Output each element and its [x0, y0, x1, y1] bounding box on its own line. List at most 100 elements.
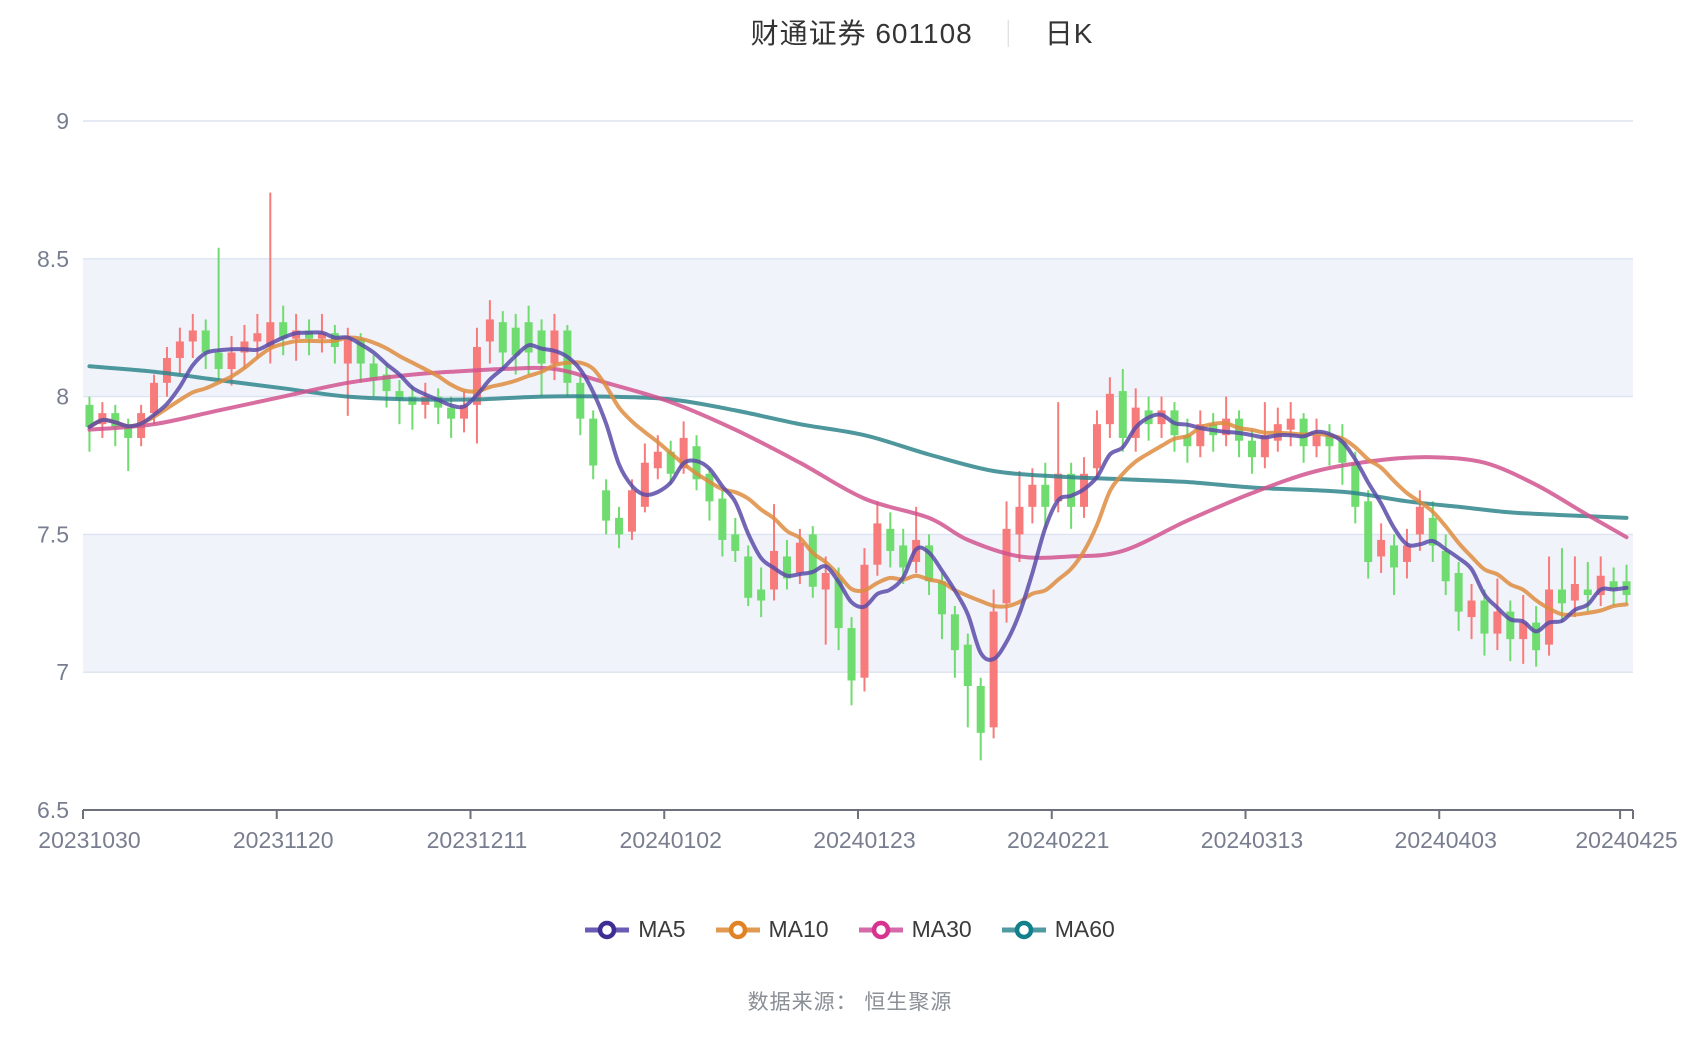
candle[interactable] — [1402, 545, 1411, 562]
candle[interactable] — [1506, 611, 1515, 640]
candle[interactable] — [1222, 418, 1231, 436]
candle[interactable] — [1428, 517, 1437, 546]
candle[interactable] — [111, 413, 120, 427]
candle[interactable] — [524, 322, 533, 353]
candle[interactable] — [1118, 391, 1127, 438]
candle[interactable] — [860, 564, 869, 678]
candle[interactable] — [757, 589, 766, 601]
candle[interactable] — [253, 333, 262, 342]
candle[interactable] — [679, 437, 688, 469]
candle[interactable] — [666, 451, 675, 474]
candle[interactable] — [795, 542, 804, 573]
candle[interactable] — [653, 451, 662, 469]
candle[interactable] — [1545, 589, 1554, 645]
candle[interactable] — [1609, 581, 1618, 590]
candle[interactable] — [227, 352, 236, 370]
candle[interactable] — [1441, 550, 1450, 582]
candle[interactable] — [1364, 501, 1373, 562]
candle[interactable] — [1054, 473, 1063, 502]
candle[interactable] — [1002, 528, 1011, 604]
ma5-line[interactable] — [87, 330, 1629, 662]
candle[interactable] — [434, 396, 443, 408]
candle[interactable] — [382, 374, 391, 392]
candle[interactable] — [175, 341, 184, 359]
candle[interactable] — [1015, 506, 1024, 535]
candle[interactable] — [1454, 572, 1463, 612]
candle[interactable] — [1338, 440, 1347, 463]
candle[interactable] — [1196, 424, 1205, 447]
candle[interactable] — [576, 382, 585, 419]
candle[interactable] — [925, 545, 934, 582]
candle[interactable] — [873, 523, 882, 565]
candle[interactable] — [1351, 462, 1360, 507]
candle[interactable] — [937, 581, 946, 615]
candle[interactable] — [1532, 622, 1541, 651]
candle[interactable] — [1299, 418, 1308, 447]
candle[interactable] — [1390, 545, 1399, 568]
candle[interactable] — [343, 338, 352, 364]
candle[interactable] — [214, 352, 223, 370]
candle[interactable] — [1325, 435, 1334, 447]
candle[interactable] — [718, 498, 727, 540]
candle[interactable] — [834, 578, 843, 629]
candle[interactable] — [1028, 484, 1037, 507]
candle[interactable] — [1312, 435, 1321, 447]
ma60-line[interactable] — [87, 364, 1629, 520]
candle[interactable] — [782, 556, 791, 579]
candle[interactable] — [640, 462, 649, 507]
candle[interactable] — [615, 517, 624, 535]
candle[interactable] — [188, 330, 197, 342]
candle[interactable] — [627, 490, 636, 532]
candle[interactable] — [485, 319, 494, 342]
candle[interactable] — [705, 473, 714, 502]
candle[interactable] — [1596, 575, 1605, 596]
candle[interactable] — [1041, 484, 1050, 507]
candle[interactable] — [1583, 589, 1592, 596]
candle[interactable] — [1467, 600, 1476, 618]
legend-item-ma10[interactable]: MA10 — [715, 916, 829, 943]
candle[interactable] — [1092, 424, 1101, 469]
candle[interactable] — [317, 333, 326, 339]
candle[interactable] — [85, 404, 94, 427]
candle[interactable] — [731, 534, 740, 551]
candle[interactable] — [1183, 435, 1192, 447]
candle[interactable] — [511, 327, 520, 356]
candle[interactable] — [498, 322, 507, 353]
candle[interactable] — [447, 407, 456, 419]
legend-item-ma5[interactable]: MA5 — [585, 916, 686, 943]
candle[interactable] — [1067, 473, 1076, 507]
candle[interactable] — [356, 338, 365, 364]
candle[interactable] — [1260, 435, 1269, 458]
candle[interactable] — [1105, 393, 1114, 425]
candle[interactable] — [201, 330, 210, 353]
candle[interactable] — [369, 363, 378, 381]
candle[interactable] — [395, 391, 404, 400]
candle[interactable] — [886, 528, 895, 551]
candle[interactable] — [808, 534, 817, 587]
candle[interactable] — [550, 330, 559, 364]
candle[interactable] — [1131, 407, 1140, 438]
candle[interactable] — [744, 556, 753, 598]
legend-item-ma60[interactable]: MA60 — [1001, 916, 1115, 943]
candle[interactable] — [1415, 506, 1424, 535]
candle[interactable] — [162, 358, 171, 383]
candle[interactable] — [1557, 589, 1566, 604]
candle[interactable] — [899, 545, 908, 568]
candle[interactable] — [1570, 584, 1579, 601]
candle[interactable] — [1377, 539, 1386, 557]
candle[interactable] — [950, 614, 959, 651]
candle[interactable] — [150, 382, 159, 414]
candle[interactable] — [976, 685, 985, 733]
candle[interactable] — [847, 628, 856, 681]
candle[interactable] — [989, 611, 998, 728]
candle[interactable] — [1157, 410, 1166, 425]
candle[interactable] — [1286, 418, 1295, 430]
candle[interactable] — [589, 418, 598, 466]
candle[interactable] — [240, 341, 249, 353]
ma30-line[interactable] — [87, 365, 1629, 560]
candle[interactable] — [1480, 600, 1489, 634]
candle[interactable] — [963, 644, 972, 686]
candle[interactable] — [460, 404, 469, 419]
candle[interactable] — [821, 572, 830, 590]
